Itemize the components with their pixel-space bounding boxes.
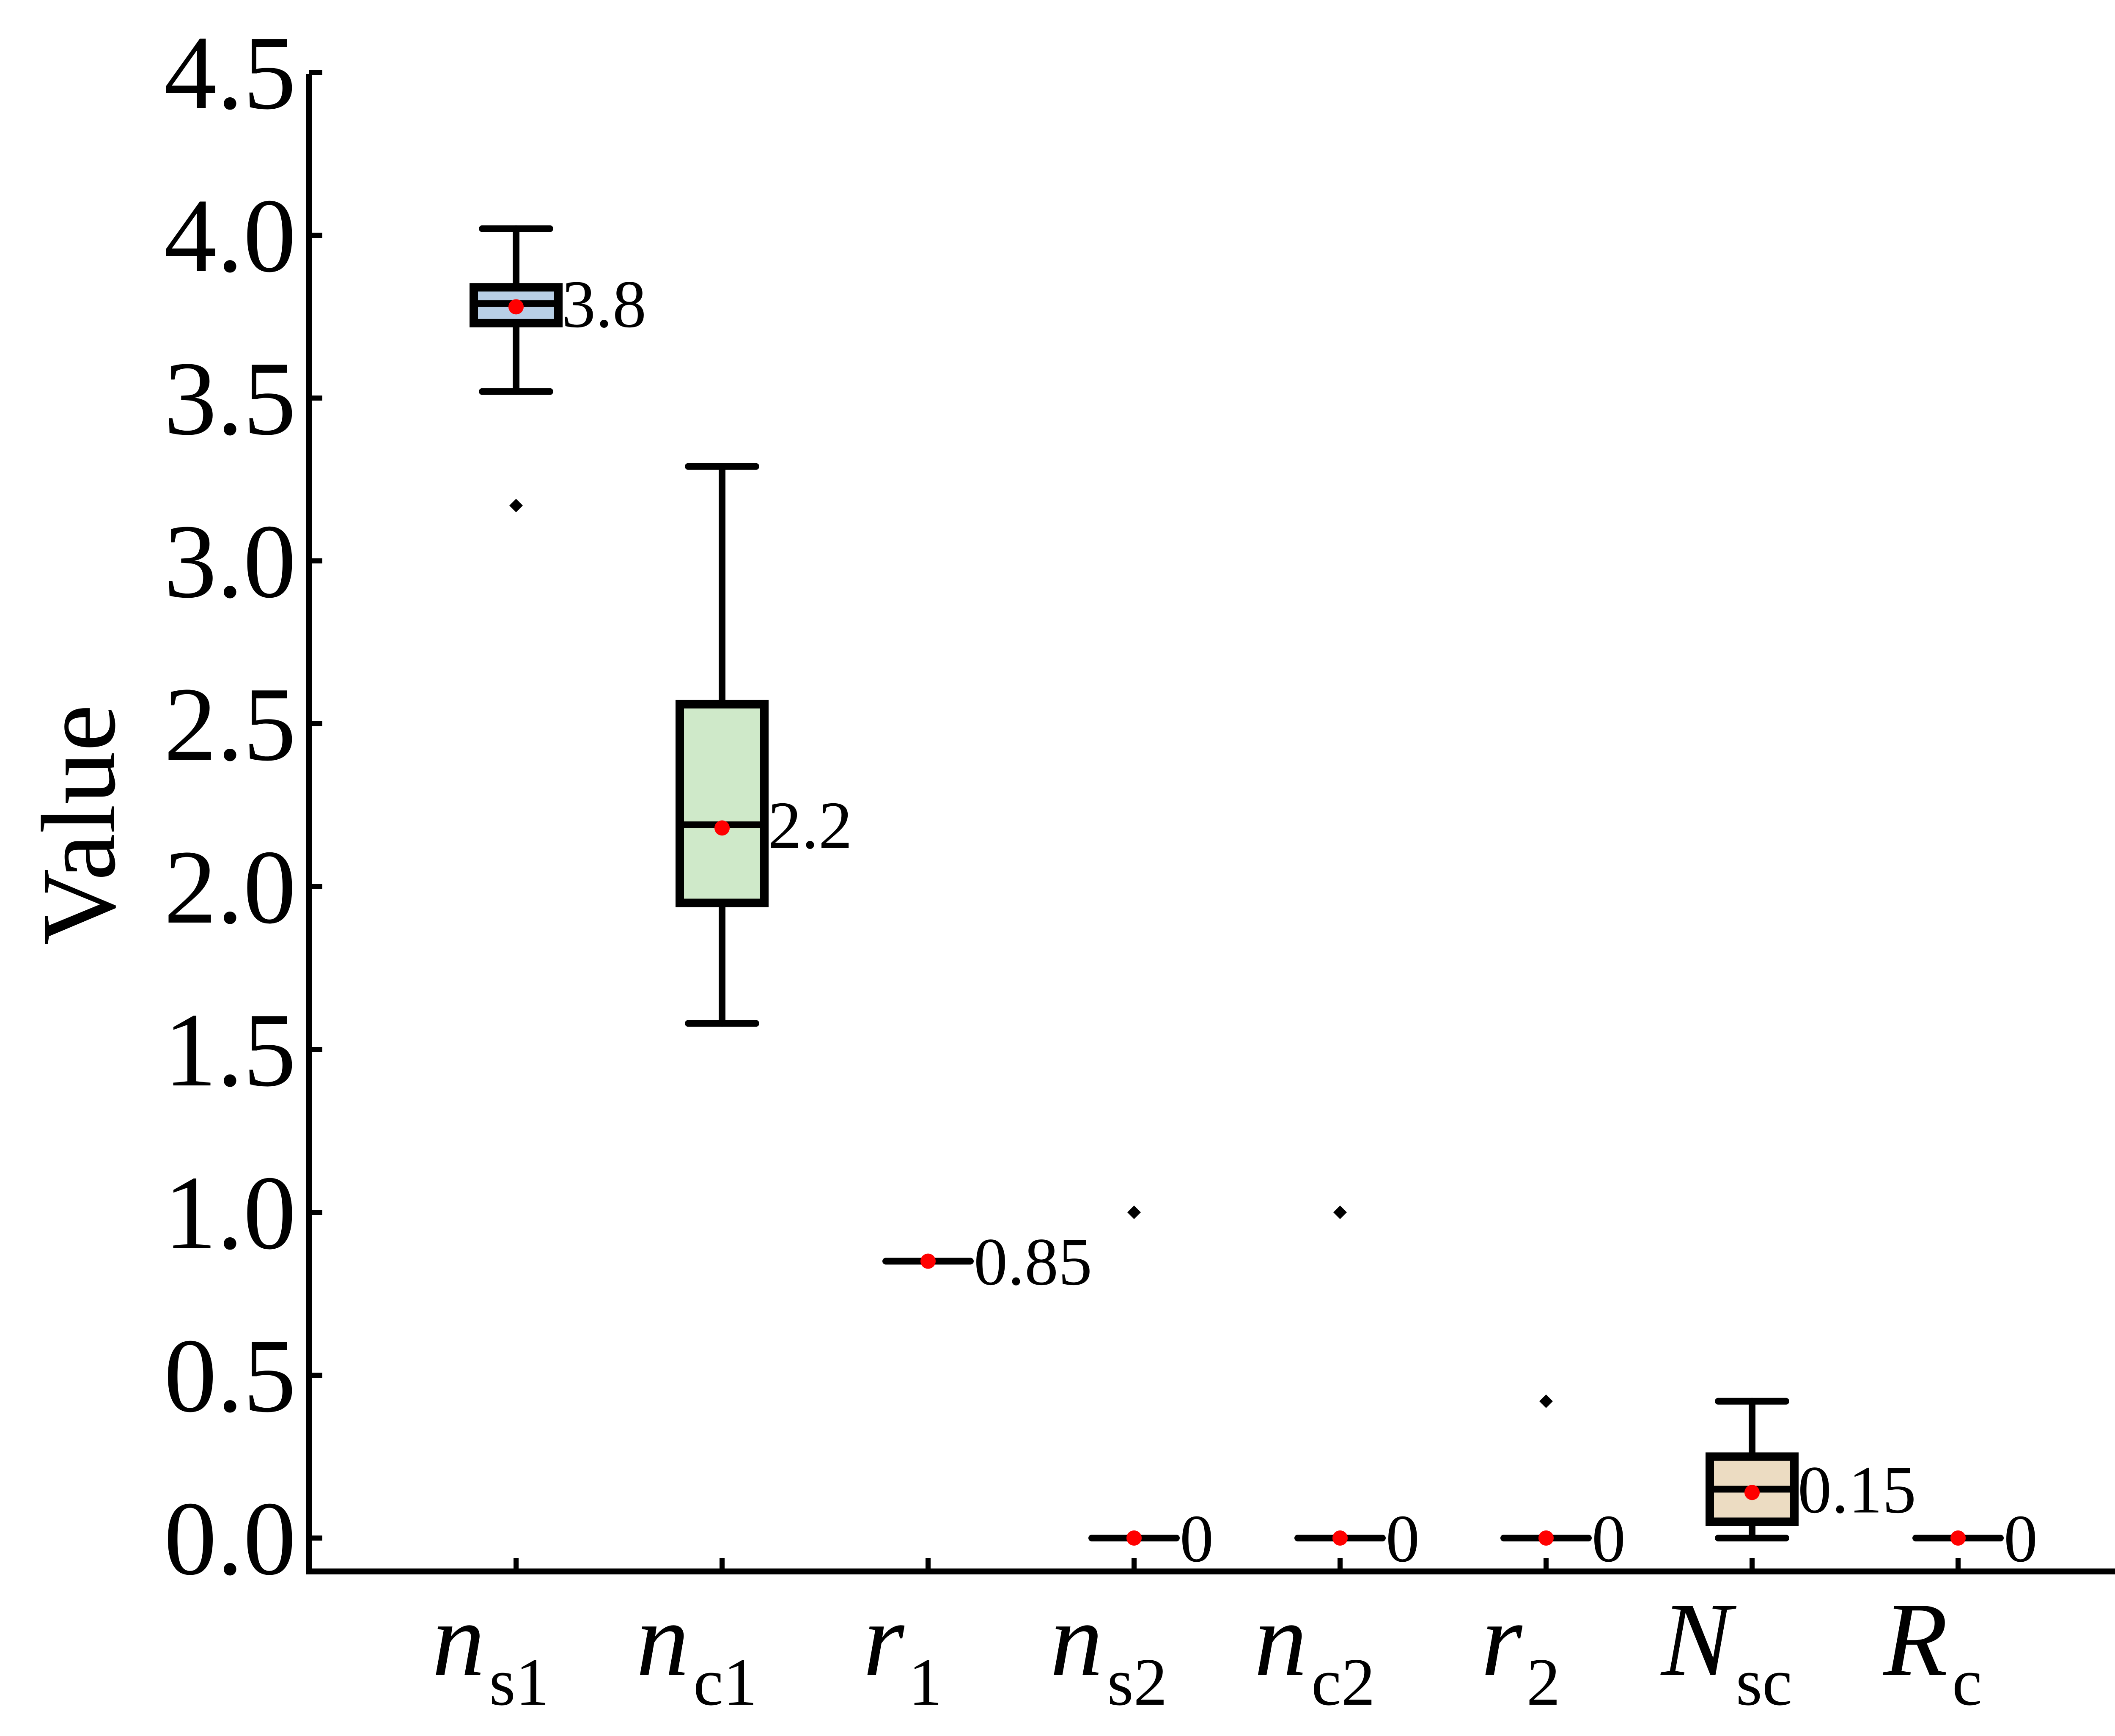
y-tick-label: 4.5 [164, 14, 297, 132]
mean-marker [1538, 1530, 1554, 1546]
x-tick-label: nc1 [636, 1581, 757, 1720]
x-tick-label: ns1 [432, 1581, 549, 1720]
data-label: 2.2 [768, 788, 852, 863]
data-label: 0.85 [974, 1224, 1092, 1299]
y-tick-label: 2.0 [164, 829, 297, 946]
x-ticks: ns1 nc1 r1 ns2 nc2 r2 Nsc Rc [432, 1558, 1982, 1720]
data-label: 0.15 [1798, 1452, 1916, 1527]
outlier-point [1333, 1206, 1347, 1219]
y-tick-label: 0.0 [164, 1480, 297, 1597]
y-axis-label: Value [20, 704, 137, 945]
box-group: 0.85 [882, 1224, 1092, 1299]
box-group: 3.8 [470, 225, 646, 513]
x-tick-label: Nsc [1660, 1581, 1792, 1720]
boxes: 3.8 2.2 0.85 0 0 0 0.15 0 [470, 225, 2038, 1576]
mean-marker [1332, 1530, 1348, 1546]
mean-marker [1744, 1485, 1760, 1500]
box-group: 2.2 [676, 463, 852, 1027]
y-ticks: 0.0 0.5 1.0 1.5 2.0 2.5 3.0 3.5 4.0 4.5 [164, 14, 322, 1597]
mean-marker [714, 820, 730, 836]
data-label: 0 [1592, 1501, 1626, 1576]
data-label: 3.8 [562, 266, 646, 342]
box-group: 0 [1500, 1394, 1626, 1576]
data-label: 0 [1386, 1501, 1420, 1576]
mean-marker [920, 1253, 936, 1269]
box-group: 0.15 [1706, 1398, 1916, 1541]
box-group: 0 [1912, 1501, 2038, 1576]
outlier-point [1539, 1394, 1553, 1408]
outlier-point [509, 499, 523, 513]
x-tick-label: r1 [863, 1581, 942, 1720]
box-group: 0 [1294, 1206, 1420, 1576]
y-tick-label: 1.0 [164, 1154, 297, 1272]
y-tick-label: 0.5 [164, 1317, 297, 1434]
y-tick-label: 3.5 [164, 340, 297, 457]
box-group: 0 [1088, 1206, 1214, 1576]
x-tick-label: nc2 [1254, 1581, 1375, 1720]
mean-marker [508, 299, 524, 315]
mean-marker [1126, 1530, 1142, 1546]
y-tick-label: 3.0 [164, 503, 297, 620]
box-iqr [676, 700, 769, 907]
data-label: 0 [2004, 1501, 2038, 1576]
y-tick-label: 4.0 [164, 177, 297, 294]
y-tick-label: 2.5 [164, 666, 297, 783]
axes [306, 74, 2115, 1574]
outlier-point [1127, 1206, 1141, 1219]
y-tick-label: 1.5 [164, 992, 297, 1109]
x-tick-label: ns2 [1050, 1581, 1167, 1720]
data-label: 0 [1180, 1501, 1214, 1576]
x-tick-label: r2 [1481, 1581, 1560, 1720]
mean-marker [1950, 1530, 1966, 1546]
x-tick-label: Rc [1882, 1581, 1982, 1720]
